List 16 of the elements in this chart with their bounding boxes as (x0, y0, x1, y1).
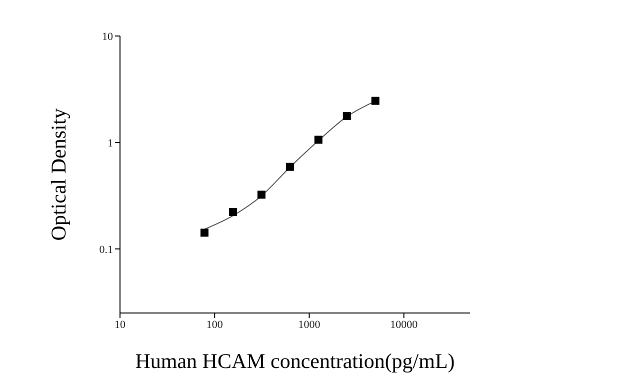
point (342, 112, 351, 120)
x-tick-label: 100 (206, 318, 224, 331)
point (314, 136, 322, 144)
point (228, 208, 237, 216)
y-tick-label: 10 (102, 30, 114, 43)
x-tick-label: 10000 (390, 318, 418, 331)
y-tick-label: 1 (108, 137, 113, 150)
y-axis-title: Optical Density (46, 108, 70, 241)
x-tick-label: 1000 (298, 318, 321, 331)
point (200, 228, 208, 237)
x-tick-label: 10 (114, 318, 126, 331)
x-axis-title: Human HCAM concentration(pg/mL) (135, 349, 455, 373)
point (257, 190, 266, 199)
point (371, 96, 380, 105)
y-tick-label: 0.1 (99, 244, 113, 256)
point (286, 162, 294, 171)
